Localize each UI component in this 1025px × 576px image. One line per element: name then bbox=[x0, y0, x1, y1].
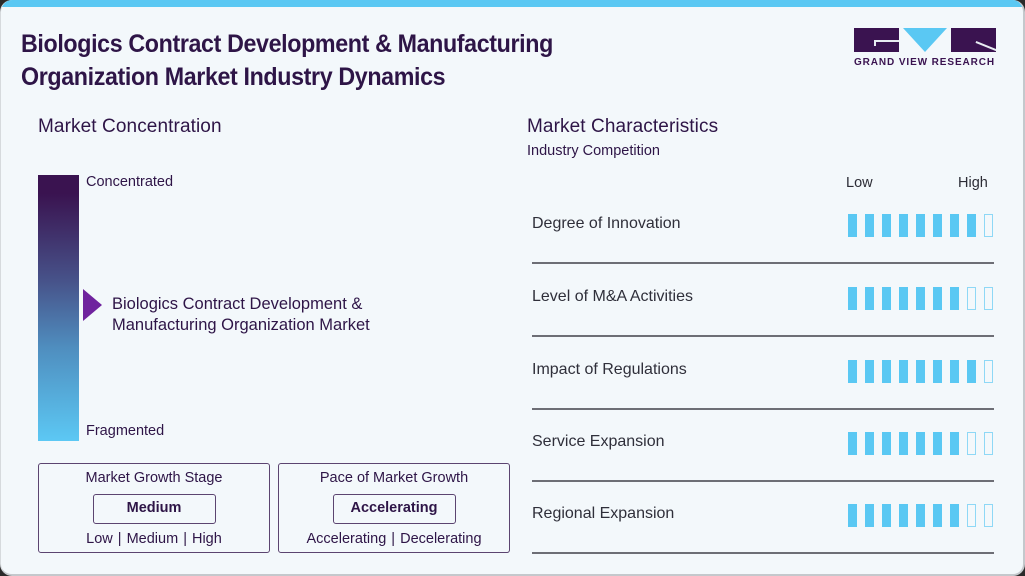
grand-view-research-logo: GRAND VIEW RESEARCH bbox=[854, 28, 996, 68]
market-concentration-heading: Market Concentration bbox=[38, 116, 222, 137]
rating-bar-filled bbox=[933, 214, 942, 237]
rating-bar-filled bbox=[967, 360, 976, 383]
rating-bar-filled bbox=[950, 360, 959, 383]
rating-bar-filled bbox=[865, 214, 874, 237]
rating-bar-filled bbox=[865, 504, 874, 527]
rating-bar-filled bbox=[848, 360, 857, 383]
rating-bar-empty bbox=[967, 432, 976, 455]
rating-bar-filled bbox=[882, 432, 891, 455]
characteristic-label: Regional Expansion bbox=[532, 505, 675, 522]
logo-g-icon bbox=[854, 28, 899, 52]
rating-bar-filled bbox=[865, 432, 874, 455]
characteristic-row: Service Expansion bbox=[532, 432, 994, 505]
rating-bar-filled bbox=[899, 214, 908, 237]
rating-bar-filled bbox=[865, 360, 874, 383]
rating-bar-filled bbox=[933, 504, 942, 527]
rating-bar-filled bbox=[967, 214, 976, 237]
characteristic-label: Level of M&A Activities bbox=[532, 288, 693, 305]
characteristic-row: Level of M&A Activities bbox=[532, 287, 994, 360]
rating-bar-filled bbox=[899, 360, 908, 383]
industry-competition-subheading: Industry Competition bbox=[527, 143, 660, 159]
rating-bar-filled bbox=[950, 214, 959, 237]
market-growth-stage-box: Market Growth Stage Medium Low | Medium … bbox=[38, 463, 270, 553]
rating-bar-filled bbox=[882, 504, 891, 527]
growth-pace-title: Pace of Market Growth bbox=[319, 470, 469, 486]
characteristic-label: Service Expansion bbox=[532, 433, 665, 450]
rating-bar-empty bbox=[967, 504, 976, 527]
rating-bars bbox=[848, 287, 1001, 310]
high-label: High bbox=[958, 175, 988, 191]
growth-pace-value: Accelerating bbox=[332, 494, 456, 524]
rating-bar-filled bbox=[950, 504, 959, 527]
rating-bar-filled bbox=[950, 432, 959, 455]
row-divider bbox=[532, 480, 994, 482]
rating-bar-filled bbox=[916, 214, 925, 237]
rating-bar-filled bbox=[916, 432, 925, 455]
rating-bar-filled bbox=[916, 504, 925, 527]
market-characteristics-heading: Market Characteristics bbox=[527, 116, 719, 137]
pace-of-market-growth-box: Pace of Market Growth Accelerating Accel… bbox=[278, 463, 510, 553]
characteristic-row: Impact of Regulations bbox=[532, 360, 994, 433]
characteristic-label: Impact of Regulations bbox=[532, 361, 687, 378]
growth-pace-scale: Accelerating | Decelerating bbox=[306, 531, 482, 547]
rating-bar-empty bbox=[984, 432, 993, 455]
rating-bar-filled bbox=[848, 432, 857, 455]
rating-bar-empty bbox=[967, 287, 976, 310]
top-accent-bar bbox=[1, 0, 1023, 7]
rating-bar-filled bbox=[865, 287, 874, 310]
growth-stage-scale: Low | Medium | High bbox=[86, 531, 222, 547]
row-divider bbox=[532, 408, 994, 410]
page-title: Biologics Contract Development & Manufac… bbox=[21, 30, 553, 91]
growth-stage-title: Market Growth Stage bbox=[85, 470, 223, 486]
rating-bar-filled bbox=[882, 360, 891, 383]
rating-bar-filled bbox=[933, 287, 942, 310]
rating-bar-filled bbox=[950, 287, 959, 310]
growth-stage-value: Medium bbox=[92, 494, 216, 524]
rating-bar-filled bbox=[933, 432, 942, 455]
market-name-line-2: Manufacturing Organization Market bbox=[112, 316, 370, 334]
rating-bars bbox=[848, 214, 1001, 237]
fragmented-label: Fragmented bbox=[86, 423, 165, 439]
rating-bars bbox=[848, 432, 1001, 455]
rating-bar-filled bbox=[882, 287, 891, 310]
rating-bar-filled bbox=[882, 214, 891, 237]
rating-bars bbox=[848, 504, 1001, 527]
low-label: Low bbox=[846, 175, 873, 191]
rating-bar-filled bbox=[916, 360, 925, 383]
row-divider bbox=[532, 552, 994, 554]
rating-bar-filled bbox=[848, 504, 857, 527]
rating-bar-filled bbox=[916, 287, 925, 310]
logo-v-triangle-icon bbox=[903, 28, 947, 52]
row-divider bbox=[532, 262, 994, 264]
rating-bar-filled bbox=[899, 432, 908, 455]
concentration-gradient-bar bbox=[38, 175, 79, 441]
logo-text: GRAND VIEW RESEARCH bbox=[854, 57, 995, 68]
rating-bar-filled bbox=[899, 504, 908, 527]
rating-bar-filled bbox=[899, 287, 908, 310]
characteristic-row: Regional Expansion bbox=[532, 504, 994, 574]
rating-bar-empty bbox=[984, 287, 993, 310]
rating-bars bbox=[848, 360, 1001, 383]
market-name-line-1: Biologics Contract Development & bbox=[112, 295, 363, 313]
logo-r-icon bbox=[951, 28, 996, 52]
rating-bar-filled bbox=[848, 214, 857, 237]
rating-bar-filled bbox=[848, 287, 857, 310]
rating-bar-empty bbox=[984, 214, 993, 237]
concentrated-label: Concentrated bbox=[86, 174, 174, 190]
market-name-label: Biologics Contract Development & Manufac… bbox=[112, 294, 370, 336]
rating-bar-empty bbox=[984, 360, 993, 383]
characteristic-row: Degree of Innovation bbox=[532, 214, 994, 287]
characteristic-label: Degree of Innovation bbox=[532, 215, 681, 232]
rating-bar-filled bbox=[933, 360, 942, 383]
rating-bar-empty bbox=[984, 504, 993, 527]
row-divider bbox=[532, 335, 994, 337]
market-position-pointer-icon bbox=[83, 289, 102, 321]
